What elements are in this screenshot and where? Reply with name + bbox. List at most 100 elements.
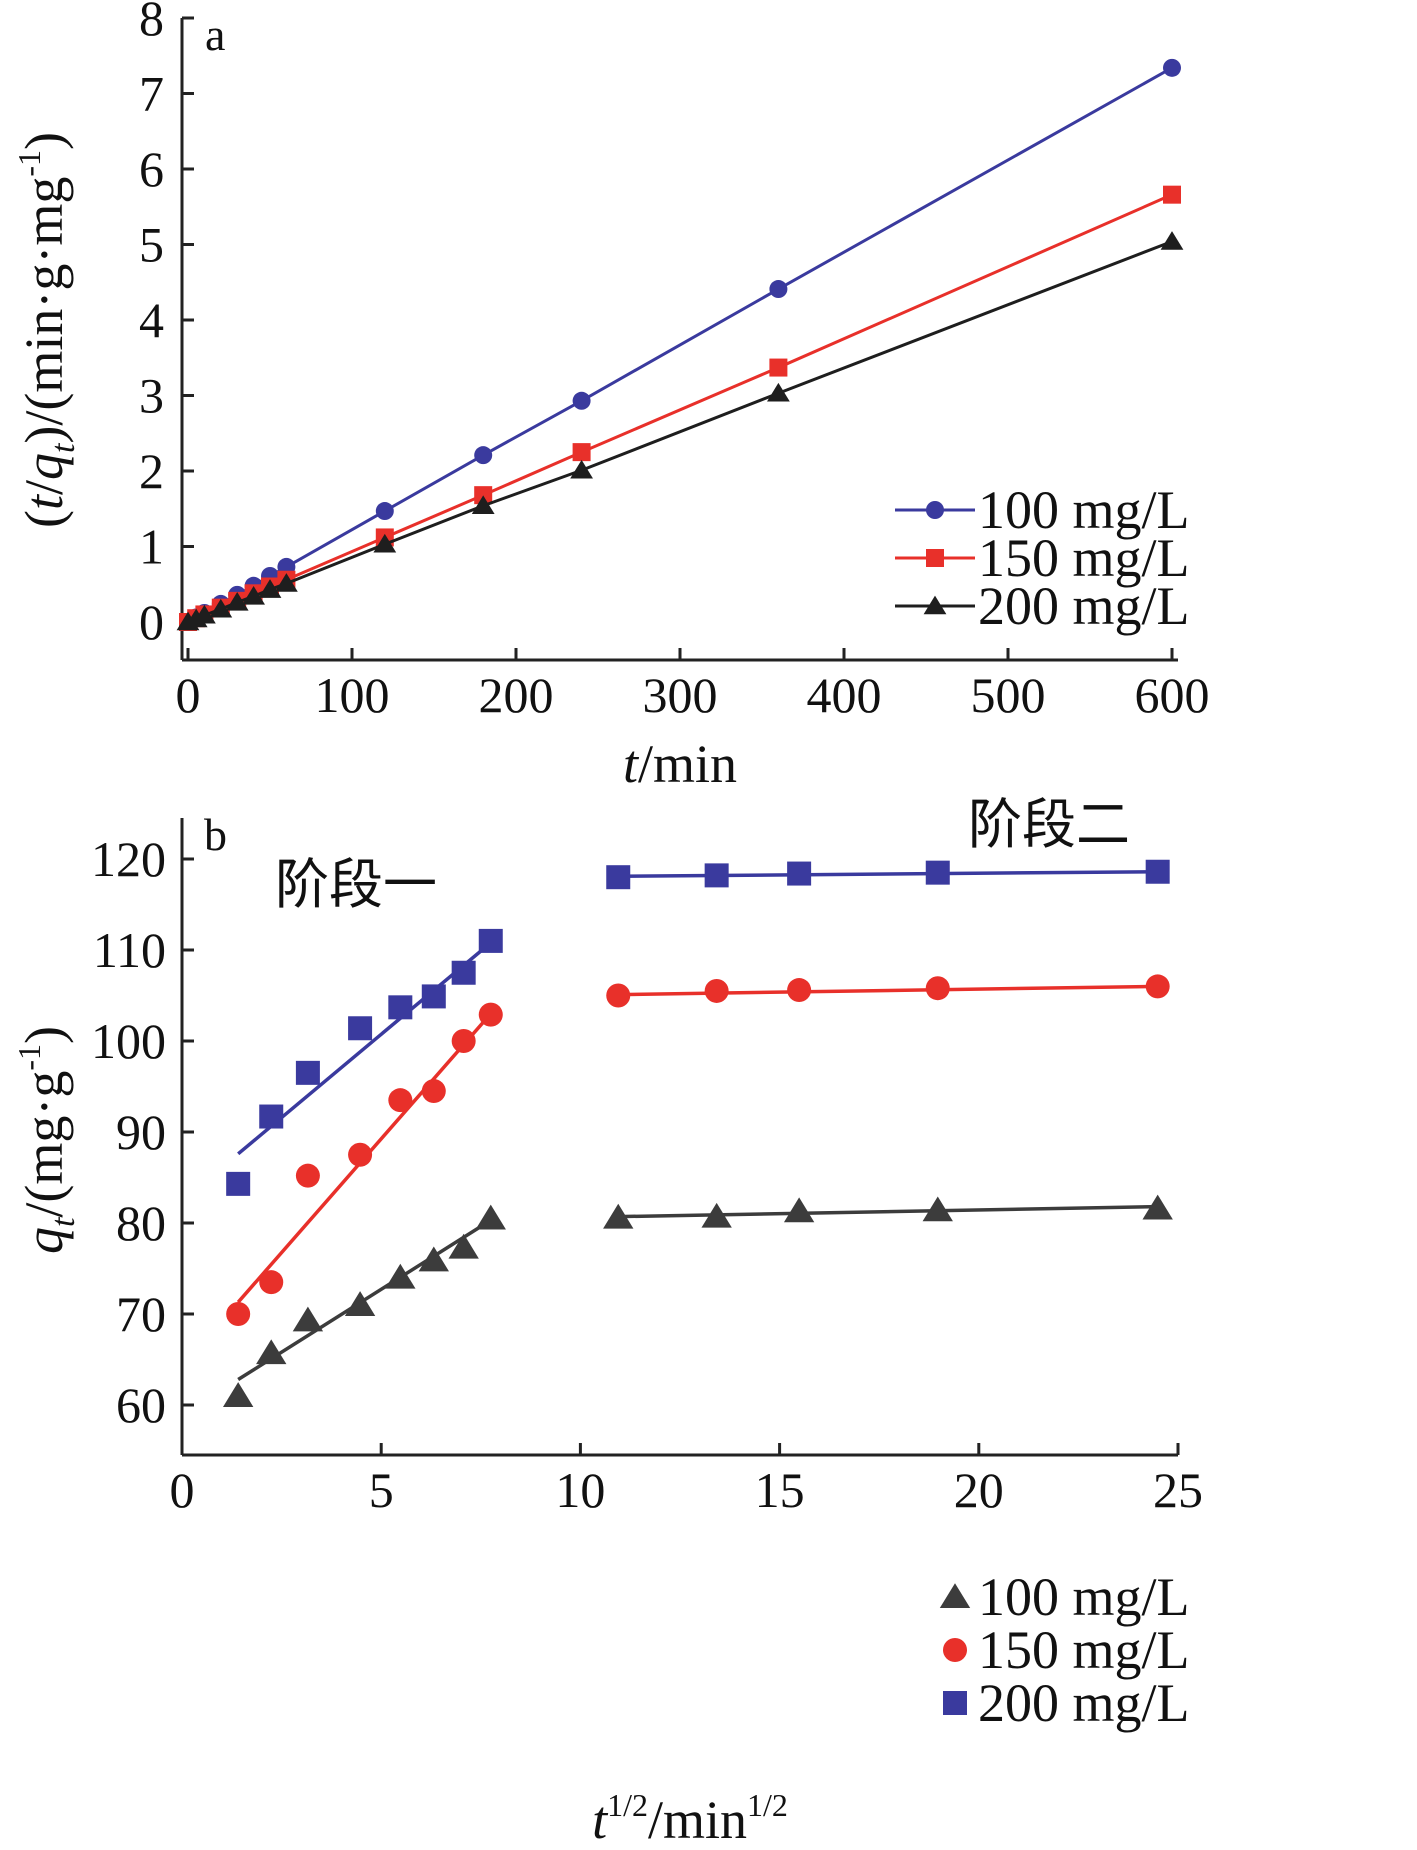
y-tick-label: 110 xyxy=(93,922,166,978)
data-point-1-2 xyxy=(295,1163,320,1188)
data-point-0-11 xyxy=(922,1196,953,1222)
data-point-0-0 xyxy=(222,1382,254,1407)
y-tick-label: 1 xyxy=(139,519,164,575)
y-tick-label: 80 xyxy=(116,1195,166,1251)
y-tick-label: 8 xyxy=(139,0,164,46)
data-point-2-10 xyxy=(570,459,593,479)
y-axis-label: (t/qt)/(min·g·mg-1) xyxy=(11,132,82,528)
panel-letter-b: b xyxy=(204,809,227,860)
y-tick-label: 3 xyxy=(139,368,164,424)
data-point-2-0 xyxy=(226,1171,251,1196)
data-point-2-7 xyxy=(275,573,298,592)
label-part: t xyxy=(45,442,82,453)
label-part: ) xyxy=(14,1026,74,1044)
x-tick-label: 400 xyxy=(807,667,882,723)
data-point-1-6 xyxy=(451,1029,476,1053)
legend-marker-0 xyxy=(926,501,944,519)
data-point-2-7 xyxy=(478,928,503,953)
stage-1-label: 阶段一 xyxy=(275,855,437,915)
data-point-1-12 xyxy=(1145,974,1170,999)
data-point-2-5 xyxy=(421,984,446,1009)
legend-label-0: 100 mg/L xyxy=(978,480,1190,540)
data-point-0-9 xyxy=(474,446,493,465)
data-point-0-1 xyxy=(256,1339,287,1365)
label-part: /min xyxy=(638,734,737,794)
label-part: ( xyxy=(14,510,74,528)
x-tick-label: 200 xyxy=(479,667,554,723)
x-tick-label: 20 xyxy=(954,1462,1004,1518)
data-point-2-5 xyxy=(242,585,265,605)
data-point-2-10 xyxy=(787,861,812,886)
data-point-1-3 xyxy=(348,1142,373,1167)
data-point-2-12 xyxy=(1160,231,1184,250)
data-point-2-8 xyxy=(606,865,631,890)
fit-line-fit_stage2-1 xyxy=(618,984,1158,997)
data-point-2-9 xyxy=(471,495,495,515)
legend-label-1: 150 mg/L xyxy=(978,1620,1190,1680)
data-point-0-6 xyxy=(448,1233,479,1259)
label-part: t xyxy=(592,1790,609,1850)
data-point-0-12 xyxy=(1142,1194,1173,1220)
data-point-1-9 xyxy=(474,486,493,505)
data-point-2-2 xyxy=(295,1060,320,1085)
x-tick-label: 600 xyxy=(1135,667,1210,723)
y-tick-label: 0 xyxy=(139,594,164,650)
data-point-0-10 xyxy=(783,1197,815,1223)
label-part: )/(min·g·mg xyxy=(14,177,74,444)
x-tick-label: 15 xyxy=(755,1462,805,1518)
panel-letter-a: a xyxy=(205,9,225,60)
legend-marker-2 xyxy=(923,595,947,615)
data-point-1-10 xyxy=(787,978,812,1003)
data-point-0-5 xyxy=(418,1246,449,1272)
data-point-0-7 xyxy=(475,1204,506,1230)
data-point-1-12 xyxy=(1163,185,1181,204)
y-tick-label: 70 xyxy=(116,1286,166,1342)
data-point-0-4 xyxy=(385,1263,416,1289)
legend-marker-0 xyxy=(939,1583,971,1609)
data-point-2-3 xyxy=(348,1016,373,1041)
data-point-2-6 xyxy=(258,579,282,598)
x-tick-label: 0 xyxy=(176,667,201,723)
legend-label-0: 100 mg/L xyxy=(978,1567,1190,1627)
x-axis-label: t1/2/min1/2 xyxy=(592,1787,788,1850)
y-tick-label: 60 xyxy=(116,1377,166,1433)
label-part: /(mg·g xyxy=(14,1071,74,1218)
y-tick-label: 5 xyxy=(139,217,164,273)
x-axis-label: t/min xyxy=(623,734,737,794)
y-axis-label: qt/(mg·g-1) xyxy=(11,1026,82,1254)
data-point-1-10 xyxy=(572,443,591,462)
data-point-2-3 xyxy=(209,598,233,618)
x-tick-label: 300 xyxy=(643,667,718,723)
legend-marker-1 xyxy=(943,1638,967,1662)
label-part: /min xyxy=(648,1790,747,1850)
data-point-2-4 xyxy=(225,592,249,611)
data-point-0-3 xyxy=(344,1291,376,1316)
fit-line-fit_stage2-2 xyxy=(618,869,1158,879)
label-part: -1 xyxy=(11,150,47,177)
label-part: t xyxy=(45,1216,82,1227)
data-point-0-8 xyxy=(603,1203,634,1229)
y-tick-label: 120 xyxy=(91,831,166,887)
legend-label-2: 200 mg/L xyxy=(978,1673,1190,1733)
y-tick-label: 2 xyxy=(139,443,164,499)
stage-2-label: 阶段二 xyxy=(968,795,1130,855)
x-tick-label: 10 xyxy=(555,1462,605,1518)
legend-label-1: 150 mg/L xyxy=(978,528,1190,588)
legend-label-2: 200 mg/L xyxy=(978,576,1190,636)
data-point-1-9 xyxy=(704,978,729,1003)
x-tick-label: 25 xyxy=(1153,1462,1203,1518)
data-point-2-1 xyxy=(259,1104,284,1129)
data-point-1-11 xyxy=(925,976,950,1001)
x-tick-label: 500 xyxy=(971,667,1046,723)
data-point-1-1 xyxy=(259,1270,284,1295)
label-part: q xyxy=(14,453,74,480)
y-tick-label: 4 xyxy=(139,292,164,348)
data-point-0-11 xyxy=(769,280,788,299)
label-part: 1/2 xyxy=(607,1787,648,1823)
y-tick-label: 7 xyxy=(139,66,164,122)
data-point-0-12 xyxy=(1163,58,1181,77)
y-tick-label: 6 xyxy=(139,141,164,197)
